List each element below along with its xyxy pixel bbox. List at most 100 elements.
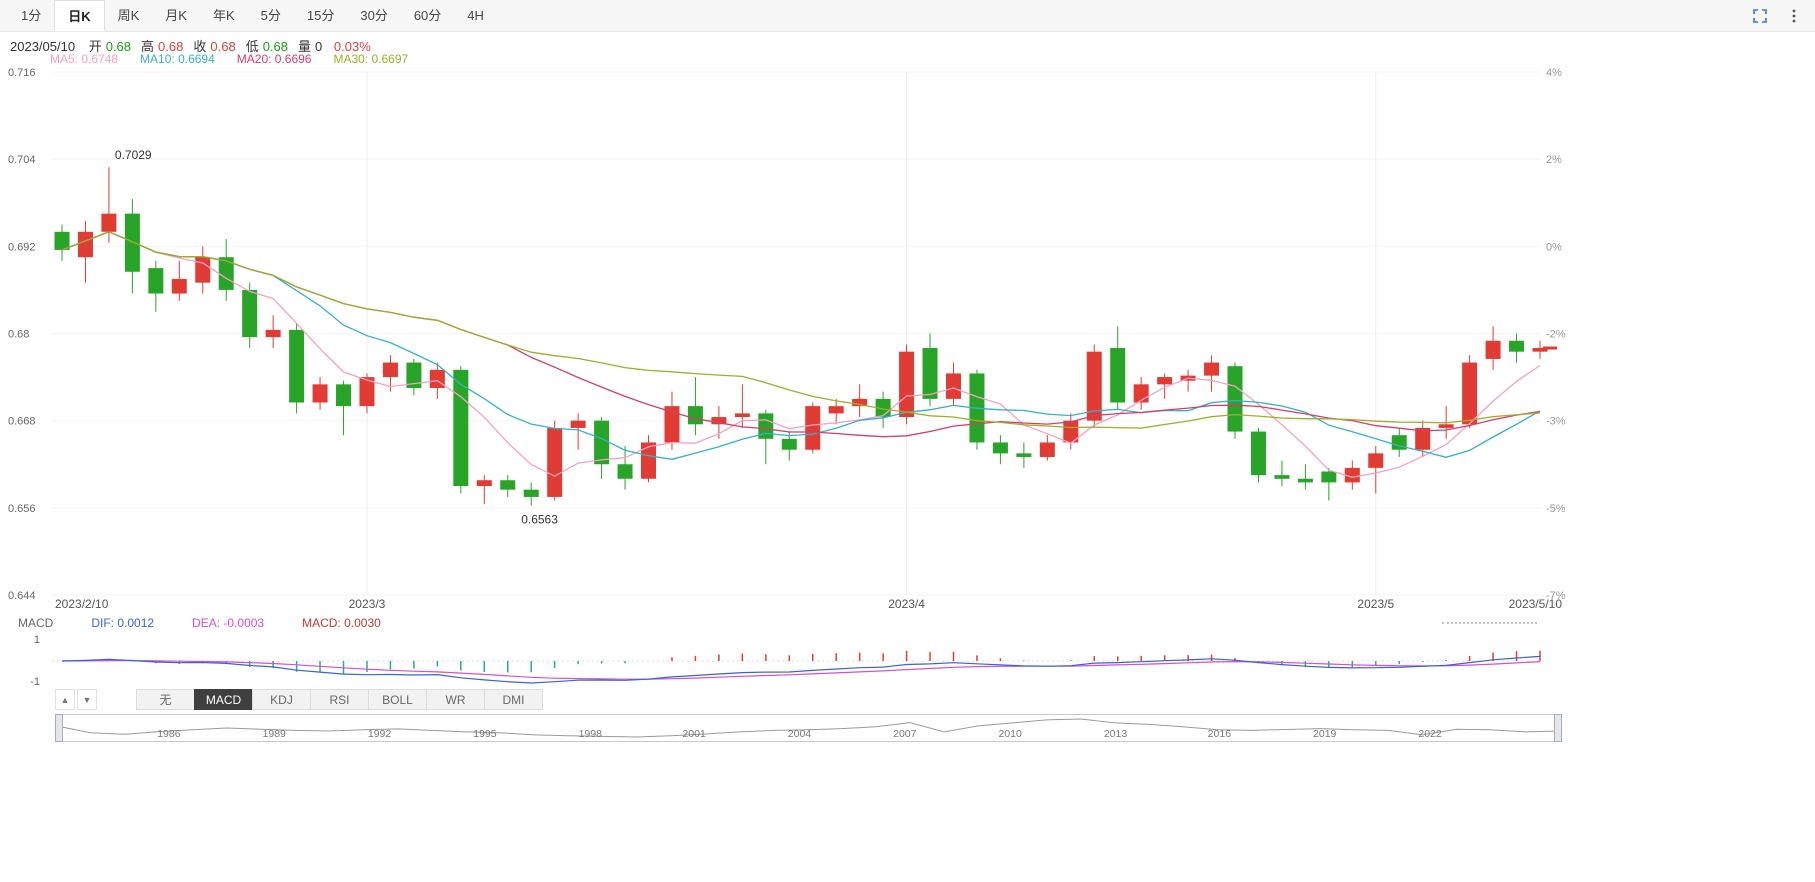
quote-field-value: 0.68	[210, 39, 236, 54]
candle-body	[195, 257, 211, 283]
candle-body	[1039, 442, 1055, 457]
quote-field-label: 高	[141, 39, 155, 54]
candle-body	[453, 369, 469, 487]
quote-field-label: 量	[298, 39, 312, 54]
macd-legend-item: DIF: 0.0012	[91, 616, 155, 630]
period-tab-月K[interactable]: 月K	[165, 8, 187, 23]
date-tick-label: 2023/5	[1357, 597, 1394, 611]
period-tab-15分[interactable]: 15分	[306, 8, 335, 23]
percent-tick-label: 0%	[1546, 241, 1562, 253]
candle-body	[359, 377, 375, 407]
period-tab-4H[interactable]: 4H	[467, 8, 484, 23]
period-tabs: 1分 日K 周K 月K 年K 5分 15分 30分 60分 4H	[8, 0, 497, 31]
candle-body	[594, 420, 610, 465]
period-toolbar: 1分 日K 周K 月K 年K 5分 15分 30分 60分 4H	[0, 0, 1815, 32]
price-tick-label: 0.668	[8, 416, 36, 428]
candle-body	[54, 231, 70, 250]
indicator-tab-BOLL[interactable]: BOLL	[368, 689, 427, 710]
candle-body	[992, 442, 1008, 454]
quote-field-label: 开	[88, 39, 102, 54]
minimap-year-label: 2004	[787, 728, 812, 740]
macd-tick-label: 1	[34, 634, 40, 646]
candle-body	[1063, 420, 1079, 443]
candle-body	[171, 279, 187, 294]
candlestick-chart[interactable]: 0.716 4% 0.704 2% 0.692 0% 0.68 -2% 0.668 -3% 0.65…	[0, 67, 1565, 615]
candle-body	[500, 480, 516, 490]
ma-legend-item: MA30: 0.6697	[333, 52, 409, 66]
candle-body	[1016, 453, 1032, 457]
candle-body	[945, 373, 961, 399]
quote-field-value: 0	[315, 39, 323, 54]
candle-body	[148, 268, 164, 294]
indicator-collapse-button[interactable]: ▼	[77, 689, 97, 710]
candle-body	[922, 348, 938, 399]
candle-body	[312, 384, 328, 403]
candle-body	[101, 213, 117, 232]
indicator-tab-RSI[interactable]: RSI	[310, 689, 369, 710]
candle-body	[265, 329, 281, 338]
candle-body	[429, 369, 445, 388]
candle-body	[1110, 348, 1126, 403]
period-tab-60分[interactable]: 60分	[413, 8, 442, 23]
ma20-line	[61, 231, 1541, 438]
price-annotation: 0.7029	[115, 148, 152, 162]
period-tab-周K[interactable]: 周K	[117, 8, 140, 23]
price-tick-label: 0.716	[8, 67, 36, 79]
minimap-right-handle[interactable]	[1554, 714, 1562, 742]
period-tab-5分[interactable]: 5分	[260, 8, 281, 23]
candle-body	[570, 420, 586, 428]
fullscreen-icon[interactable]	[1751, 7, 1769, 25]
history-minimap[interactable]: 1986 1989 1992 1995 1998 2001 2004 2007 2010 2013…	[55, 714, 1562, 742]
minimap-year-label: 2022	[1418, 728, 1442, 740]
indicator-tabbar: ▲ ▼ 无 MACD KDJ RSI BOLL WR DMI	[0, 689, 1565, 712]
ma30-line	[61, 231, 1541, 429]
candle-body	[476, 480, 492, 487]
period-tab-日K[interactable]: 日K	[54, 0, 105, 31]
candle-body	[1250, 431, 1266, 476]
candle-body	[1509, 340, 1525, 352]
indicator-tab-DMI[interactable]: DMI	[484, 689, 543, 710]
candle-body	[242, 289, 258, 338]
price-tick-label: 0.68	[8, 329, 29, 341]
price-tick-label: 0.644	[8, 590, 36, 602]
quote-info-bar: 2023/05/10 开 0.68 高 0.68 收 0.68 低 0.68 量 0 0.03%	[0, 32, 1565, 54]
candle-body	[805, 406, 821, 450]
macd-panel-resize-grip[interactable]	[1442, 622, 1537, 624]
indicator-tab-WR[interactable]: WR	[426, 689, 485, 710]
macd-legend: MACD DIF: 0.0012 DEA: -0.0003 MACD: 0.0030	[0, 615, 1565, 631]
quote-fields: 开 0.68 高 0.68 收 0.68 低 0.68 量 0	[83, 39, 327, 54]
minimap-year-label: 1989	[262, 728, 286, 740]
percent-tick-label: -3%	[1546, 416, 1565, 428]
indicator-expand-button[interactable]: ▲	[55, 689, 75, 710]
candle-body	[547, 427, 563, 497]
quote-field-value: 0.68	[158, 39, 184, 54]
quote-date: 2023/05/10	[10, 39, 76, 54]
macd-legend-item: DEA: -0.0003	[192, 616, 265, 630]
indicator-tab-KDJ[interactable]: KDJ	[252, 689, 311, 710]
dif-line	[61, 655, 1541, 684]
candle-body	[1532, 348, 1548, 352]
percent-tick-label: 2%	[1546, 154, 1562, 166]
macd-chart[interactable]: 1 -1	[0, 631, 1565, 689]
candle-body	[1227, 366, 1243, 432]
date-tick-label: 2023/4	[888, 597, 925, 611]
period-tab-1分[interactable]: 1分	[21, 8, 42, 23]
ma-legend-item: MA10: 0.6694	[140, 52, 215, 66]
candle-body	[1438, 424, 1454, 428]
more-menu-icon[interactable]	[1785, 7, 1803, 25]
candle-body	[617, 464, 633, 479]
minimap-year-label: 1992	[367, 728, 392, 740]
indicator-tab-无[interactable]: 无	[136, 689, 195, 710]
indicator-tab-MACD[interactable]: MACD	[194, 689, 253, 710]
candle-body	[406, 362, 422, 388]
minimap-left-handle[interactable]	[55, 714, 63, 742]
candle-body	[1368, 453, 1384, 468]
minimap-year-label: 1995	[473, 728, 497, 740]
candle-body	[687, 406, 703, 425]
candle-body	[124, 213, 140, 272]
period-tab-年K[interactable]: 年K	[212, 8, 235, 23]
quote-field-label: 收	[193, 39, 207, 54]
macd-legend-item: MACD: 0.0030	[302, 616, 381, 630]
percent-tick-label: 4%	[1546, 67, 1562, 79]
period-tab-30分[interactable]: 30分	[360, 8, 388, 23]
